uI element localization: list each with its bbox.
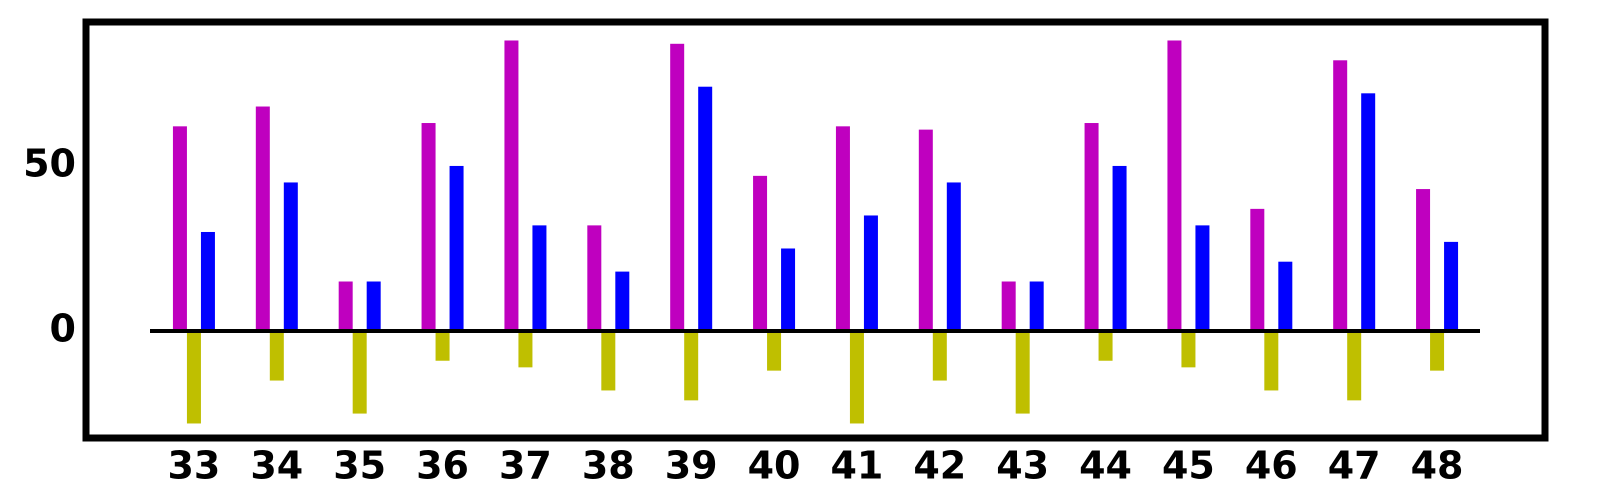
x-tick-label: 46 xyxy=(1245,444,1298,488)
bar xyxy=(449,165,464,332)
bar xyxy=(863,215,878,332)
x-tick-label: 45 xyxy=(1162,444,1215,488)
bar xyxy=(200,231,215,332)
bar xyxy=(1333,60,1348,332)
x-tick-label: 35 xyxy=(333,444,386,488)
bar xyxy=(1084,123,1099,332)
x-tick-label: 36 xyxy=(416,444,469,488)
bar xyxy=(615,271,630,332)
bar xyxy=(172,126,187,332)
bar xyxy=(918,129,933,332)
bar xyxy=(1430,331,1445,371)
bar xyxy=(1278,261,1293,332)
bar xyxy=(1250,208,1265,332)
x-tick-label: 44 xyxy=(1079,444,1132,488)
bar xyxy=(532,225,547,332)
bar xyxy=(698,86,713,332)
bar xyxy=(421,123,436,332)
x-tick-label: 41 xyxy=(830,444,883,488)
x-tick-label: 47 xyxy=(1328,444,1381,488)
bar xyxy=(670,43,685,332)
bar xyxy=(684,331,699,401)
x-tick-label: 48 xyxy=(1411,444,1464,488)
x-tick-label: 33 xyxy=(167,444,220,488)
x-tick-label: 40 xyxy=(748,444,801,488)
y-tick-label: 0 xyxy=(50,307,76,351)
bar xyxy=(932,331,947,381)
bar xyxy=(753,175,768,332)
bar xyxy=(835,126,850,332)
y-tick-label: 50 xyxy=(23,141,76,185)
x-tick-label: 38 xyxy=(582,444,635,488)
bar xyxy=(352,331,367,414)
bar xyxy=(338,281,353,332)
bar xyxy=(587,225,602,332)
x-tick-label: 37 xyxy=(499,444,552,488)
bar xyxy=(518,331,533,368)
bar xyxy=(1167,40,1182,332)
bar xyxy=(1112,165,1127,332)
bar xyxy=(269,331,284,381)
bar xyxy=(1098,331,1113,361)
x-tick-label: 42 xyxy=(913,444,966,488)
bar xyxy=(366,281,381,332)
bar xyxy=(1029,281,1044,332)
x-tick-label: 34 xyxy=(250,444,303,488)
x-tick-label: 39 xyxy=(665,444,718,488)
bar xyxy=(1015,331,1030,414)
bar xyxy=(255,106,270,332)
bar xyxy=(849,331,864,424)
bar xyxy=(504,40,519,332)
bar xyxy=(1001,281,1016,332)
bar xyxy=(946,182,961,332)
bar xyxy=(435,331,450,361)
bar xyxy=(186,331,201,424)
bar xyxy=(767,331,782,371)
bar xyxy=(1181,331,1196,368)
bar xyxy=(1347,331,1362,401)
bar xyxy=(1195,225,1210,332)
bar xyxy=(283,182,298,332)
x-tick-label: 43 xyxy=(996,444,1049,488)
bar xyxy=(781,248,796,332)
plot-frame xyxy=(82,18,1549,442)
bar xyxy=(1264,331,1279,391)
bar xyxy=(1361,93,1376,332)
bar xyxy=(1444,241,1459,332)
bar xyxy=(601,331,616,391)
bar xyxy=(1416,189,1431,332)
